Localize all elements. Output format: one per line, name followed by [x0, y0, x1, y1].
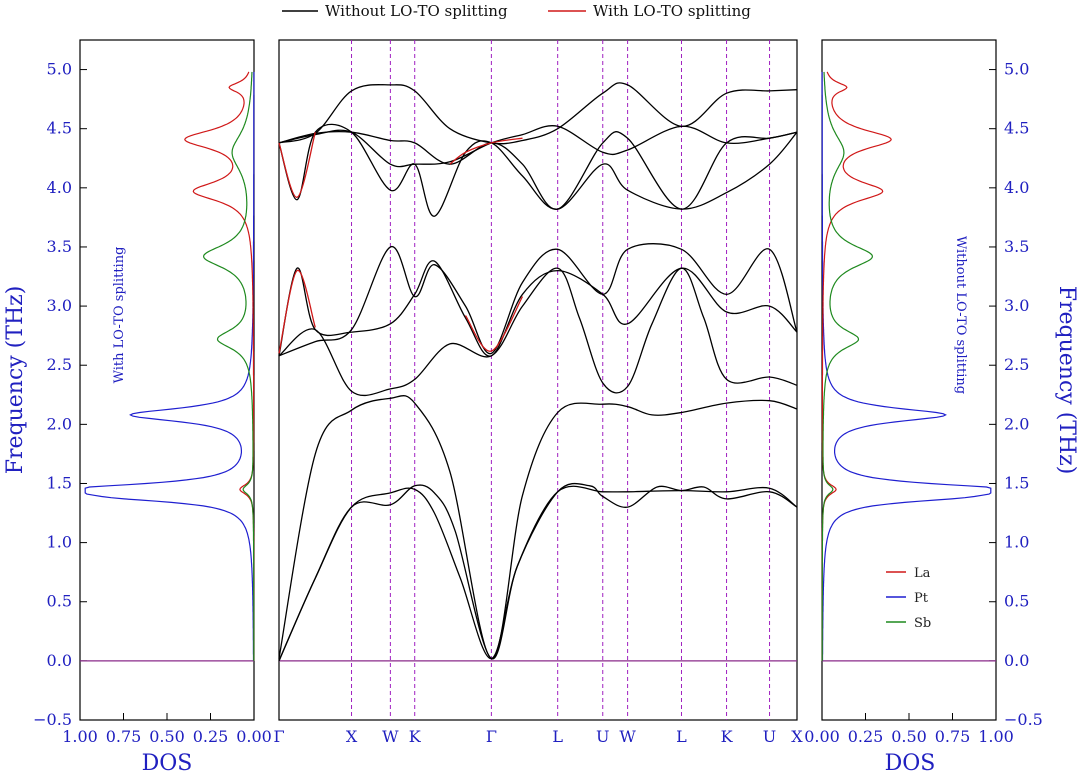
phonon-band-loto	[449, 137, 523, 165]
phonon-band	[278, 123, 798, 217]
y-tick-label: −0.5	[1004, 710, 1043, 729]
legend-label-with: With LO-TO splitting	[593, 2, 751, 20]
right-y-ticks: −0.5 0.0 0.5 1.0 1.5 2.0 2.5 3.0 3.5 4.0 4.5 5.0	[989, 60, 1043, 729]
left-dos-frame	[79, 39, 255, 721]
right-dos-panel: −0.5 0.0 0.5 1.0 1.5 2.0 2.5 3.0 3.5 4.0 4.5 5.0 0.…	[804, 39, 1079, 776]
right-ylabel: Frequency (THz)	[1054, 286, 1079, 475]
dos-curve-Sb	[202, 71, 255, 661]
kpoint-label: K	[409, 727, 422, 746]
dos-curve-Sb	[821, 71, 874, 661]
y-tick-label: 2.5	[1004, 355, 1029, 374]
kpoint-label: U	[763, 727, 776, 746]
kpoint-label: Γ	[486, 727, 497, 746]
kpoint-label: K	[721, 727, 734, 746]
y-tick-label: 3.0	[47, 296, 72, 315]
y-tick-label: 5.0	[1004, 60, 1029, 79]
kpoint-label: L	[676, 727, 687, 746]
x-tick-label: 0.00	[804, 727, 840, 746]
y-tick-label: 0.0	[1004, 651, 1029, 670]
phonon-band	[278, 82, 798, 145]
y-tick-label: 4.5	[47, 119, 72, 138]
phonon-band-loto	[464, 296, 524, 352]
band-kpoint-lines	[279, 40, 797, 720]
y-tick-label: 0.5	[47, 592, 72, 611]
kpoint-label: U	[596, 727, 609, 746]
y-tick-label: 2.0	[1004, 414, 1029, 433]
phonon-band	[278, 484, 798, 662]
y-tick-label: 1.0	[47, 533, 72, 552]
right-annotation: Without LO-TO splitting	[953, 236, 968, 394]
kpoint-label: X	[791, 727, 803, 746]
left-annotation: With LO-TO splitting	[112, 247, 127, 384]
y-tick-label: 0.0	[47, 651, 72, 670]
x-tick-label: 0.75	[106, 727, 142, 746]
y-tick-label: 4.0	[1004, 178, 1029, 197]
phonon-band	[278, 130, 798, 210]
x-tick-label: 0.25	[193, 727, 229, 746]
phonon-band-loto	[278, 132, 316, 198]
x-tick-label: 0.25	[848, 727, 884, 746]
y-tick-label: 4.5	[1004, 119, 1029, 138]
right-x-ticks: 0.00 0.25 0.50 0.75 1.00	[804, 713, 1014, 746]
x-tick-label: 0.50	[149, 727, 185, 746]
x-tick-label: 1.00	[978, 727, 1014, 746]
phonon-band	[278, 482, 798, 662]
y-tick-label: 1.5	[1004, 473, 1029, 492]
dos-curve-Pt	[84, 71, 255, 661]
left-dos-panel: −0.5 0.0 0.5 1.0 1.5 2.0 2.5 3.0 3.5 4.0 4.5 5.0 1.…	[3, 39, 272, 776]
y-tick-label: 2.5	[47, 355, 72, 374]
legend-label-Pt: Pt	[914, 591, 929, 606]
legend-label-without: Without LO-TO splitting	[325, 2, 508, 20]
dos-curve-Pt	[821, 71, 992, 661]
y-tick-label: 1.5	[47, 473, 72, 492]
dos-curve-La	[184, 71, 255, 661]
phonon-band	[278, 394, 798, 660]
phonon-band-loto	[278, 269, 316, 354]
band-curves	[278, 82, 798, 662]
right-xlabel: DOS	[885, 751, 936, 774]
y-tick-label: 0.5	[1004, 592, 1029, 611]
y-tick-label: 1.0	[1004, 533, 1029, 552]
left-y-ticks: −0.5 0.0 0.5 1.0 1.5 2.0 2.5 3.0 3.5 4.0 4.5 5.0	[33, 60, 87, 729]
x-tick-label: 0.75	[935, 727, 971, 746]
top-legend: Without LO-TO splitting With LO-TO split…	[282, 2, 751, 20]
y-tick-label: −0.5	[33, 710, 72, 729]
x-tick-label: 0.00	[236, 727, 272, 746]
y-tick-label: 2.0	[47, 414, 72, 433]
left-x-ticks: 1.00 0.75 0.50 0.25 0.00	[62, 713, 272, 746]
right-dos-curves	[821, 71, 996, 662]
right-dos-frame	[821, 39, 997, 721]
kpoint-label: W	[382, 727, 399, 746]
left-dos-curves	[80, 71, 255, 662]
legend-label-La: La	[914, 566, 931, 581]
y-tick-label: 3.5	[1004, 237, 1029, 256]
left-ylabel: Frequency (THz)	[3, 286, 28, 475]
phonon-band	[278, 243, 798, 357]
dos-curve-La	[821, 71, 892, 661]
element-legend: La Pt Sb	[886, 566, 931, 631]
y-tick-label: 5.0	[47, 60, 72, 79]
kpoint-label: L	[552, 727, 563, 746]
y-tick-label: 3.0	[1004, 296, 1029, 315]
legend-label-Sb: Sb	[914, 616, 931, 631]
left-xlabel: DOS	[142, 751, 193, 774]
kpoint-label: W	[619, 727, 636, 746]
phonon-band	[278, 125, 798, 168]
x-tick-label: 0.50	[891, 727, 927, 746]
kpoint-label: X	[346, 727, 358, 746]
phonon-band	[278, 260, 798, 357]
phonon-band	[278, 267, 798, 396]
x-tick-label: 1.00	[62, 727, 98, 746]
kpoint-label: Γ	[273, 727, 284, 746]
y-tick-label: 3.5	[47, 237, 72, 256]
y-tick-label: 4.0	[47, 178, 72, 197]
band-frame	[278, 39, 798, 721]
